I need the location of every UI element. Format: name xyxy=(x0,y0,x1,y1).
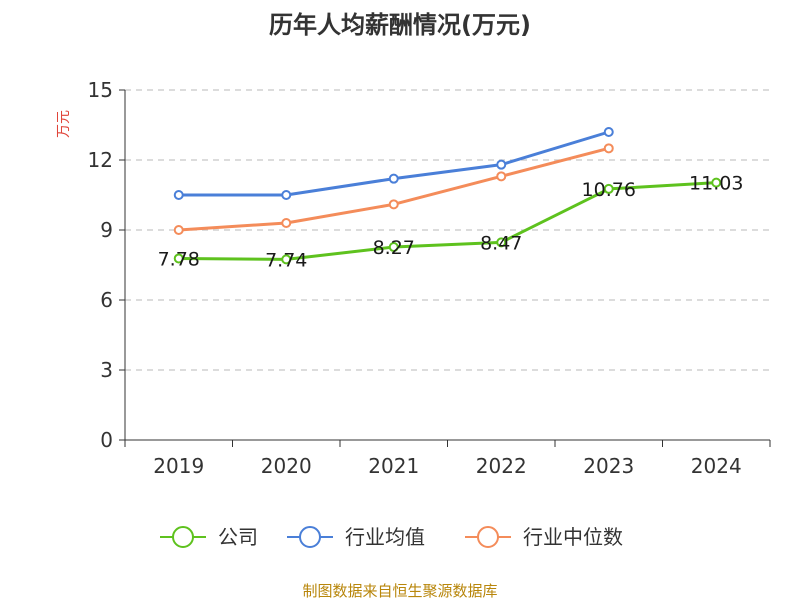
source-note: 制图数据来自恒生聚源数据库 xyxy=(302,582,497,600)
data-point-s1-2020[interactable] xyxy=(281,190,292,200)
x-tick-label-2019: 2019 xyxy=(153,454,204,478)
chart-title: 历年人均薪酬情况(万元) xyxy=(269,11,531,39)
legend-item-1[interactable]: 行业均值 xyxy=(287,525,425,549)
data-point-s1-2021[interactable] xyxy=(388,173,399,184)
data-point-s1-2022[interactable] xyxy=(496,159,507,170)
data-point-s2-2021[interactable] xyxy=(388,199,399,210)
legend-item-2[interactable]: 行业中位数 xyxy=(465,525,623,549)
data-label-2019: 7.78 xyxy=(158,248,200,270)
legend-marker-2 xyxy=(477,526,499,548)
x-tick-label-2020: 2020 xyxy=(261,454,312,478)
legend-label-1: 行业均值 xyxy=(345,525,425,549)
x-tick-label-2024: 2024 xyxy=(691,454,742,478)
legend-item-0[interactable]: 公司 xyxy=(160,525,258,549)
data-label-2020: 7.74 xyxy=(265,249,307,271)
data-point-s2-2023[interactable] xyxy=(603,143,614,154)
y-tick-label-6: 6 xyxy=(100,288,113,312)
data-point-s2-2019[interactable] xyxy=(173,225,184,235)
data-labels: 7.78 7.74 8.27 8.47 10.76 11.03 xyxy=(158,173,744,272)
x-tick-label-2023: 2023 xyxy=(583,454,634,478)
data-label-2021: 8.27 xyxy=(373,237,415,259)
x-tick-label-2022: 2022 xyxy=(476,454,527,478)
gridlines xyxy=(125,89,770,371)
axes xyxy=(119,89,771,447)
legend[interactable]: 公司 行业均值 行业中位数 xyxy=(160,525,623,549)
y-tick-label-9: 9 xyxy=(100,218,113,242)
data-point-s0-2020[interactable] xyxy=(281,254,292,265)
y-tick-label-3: 3 xyxy=(100,358,113,382)
y-tick-label-12: 12 xyxy=(88,148,113,172)
data-point-s2-2022[interactable] xyxy=(496,171,507,182)
data-label-2024: 11.03 xyxy=(689,173,743,195)
data-point-s0-2019[interactable] xyxy=(173,253,184,264)
legend-marker-0 xyxy=(172,526,194,548)
y-tick-label-15: 15 xyxy=(88,78,113,102)
data-point-s0-2023[interactable] xyxy=(603,183,614,194)
legend-label-0: 公司 xyxy=(218,525,258,549)
data-label-2022: 8.47 xyxy=(480,232,522,254)
data-point-s1-2023[interactable] xyxy=(603,127,614,137)
data-point-s1-2019[interactable] xyxy=(173,190,184,200)
x-tick-label-2021: 2021 xyxy=(368,454,419,478)
series-layer xyxy=(173,127,722,265)
data-point-s0-2024[interactable] xyxy=(711,177,722,188)
series-line-1 xyxy=(178,130,610,197)
y-tick-labels: 0 3 6 9 12 15 xyxy=(88,78,113,452)
y-tick-label-0: 0 xyxy=(100,428,113,452)
data-point-s2-2020[interactable] xyxy=(281,218,292,228)
series-line-0 xyxy=(178,181,717,261)
data-point-s0-2021[interactable] xyxy=(388,242,399,253)
data-point-s0-2022[interactable] xyxy=(496,237,507,248)
x-tick-labels: 2019 2020 2021 2022 2023 2024 xyxy=(153,454,741,478)
legend-label-2: 行业中位数 xyxy=(523,525,623,549)
data-label-2023: 10.76 xyxy=(582,179,636,201)
y-axis-label: 万元 xyxy=(56,110,72,138)
legend-marker-1 xyxy=(299,526,321,548)
